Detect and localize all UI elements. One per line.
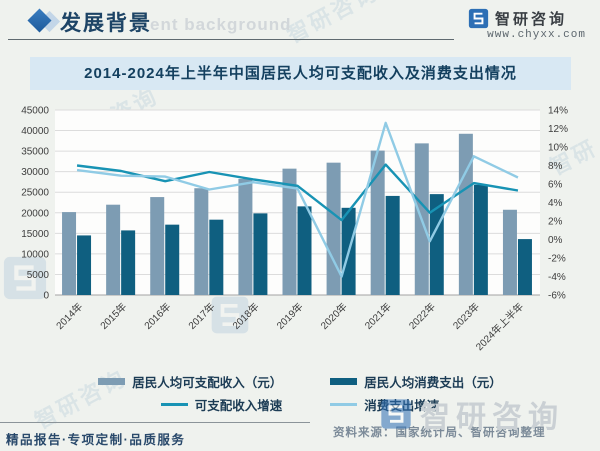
right-axis-tick-label: 12% xyxy=(548,124,568,135)
line-income-growth xyxy=(76,163,519,222)
bar-consumption-expenditure xyxy=(209,219,224,295)
bar-disposable-income xyxy=(502,209,517,295)
left-axis-tick-label: 15000 xyxy=(21,229,49,240)
website-url: www.chyxx.com xyxy=(487,29,586,41)
bar-consumption-expenditure xyxy=(77,235,92,295)
header-divider xyxy=(8,39,454,40)
bar-disposable-income xyxy=(106,204,121,295)
bar-disposable-income xyxy=(238,178,253,295)
legend-item: 居民人均消费支出（元） xyxy=(330,372,502,391)
right-axis-tick-label: 6% xyxy=(548,180,563,191)
footer-tagline: 精品报告·专项定制·品质服务 xyxy=(6,433,186,447)
line-expenditure-growth xyxy=(76,121,519,278)
right-axis-tick-label: 0% xyxy=(548,235,563,246)
bar-disposable-income xyxy=(326,162,341,295)
right-axis-tick-label: -4% xyxy=(548,272,566,283)
x-axis-label: 2021年 xyxy=(362,300,394,332)
bar-disposable-income xyxy=(458,133,473,295)
bar-disposable-income xyxy=(150,197,165,295)
watermark-text: 智研咨询 xyxy=(282,0,383,48)
right-axis-tick-label: 14% xyxy=(548,106,568,117)
legend-label: 居民人均消费支出（元） xyxy=(364,376,502,390)
brand-block: 智研咨询 xyxy=(468,8,567,29)
left-axis-tick-label: 40000 xyxy=(21,126,49,137)
bar-disposable-income xyxy=(370,150,385,295)
right-axis-tick-label: 8% xyxy=(548,161,563,172)
chart-svg: 45000 40000 35000 30000 25000 20000 15000 10000… xyxy=(21,106,568,354)
right-axis-tick-label: 10% xyxy=(548,143,568,154)
legend-label: 可支配收入增速 xyxy=(194,399,283,413)
x-axis-label: 2024年上半年 xyxy=(473,300,526,353)
left-axis-tick-label: 20000 xyxy=(21,208,49,219)
x-axis-label: 2014年 xyxy=(53,300,85,332)
bar-consumption-expenditure xyxy=(517,239,532,295)
left-axis-tick-label: 25000 xyxy=(21,188,49,199)
x-axis-label: 2022年 xyxy=(406,300,438,332)
x-axis-label: 2023年 xyxy=(450,300,482,332)
bar-consumption-expenditure xyxy=(473,184,488,295)
legend-row: 居民人均可支配收入（元） 居民人均消费支出（元） xyxy=(98,372,502,391)
chart-title: 2014-2024年上半年中国居民人均可支配收入及消费支出情况 xyxy=(30,57,571,90)
left-axis-tick-label: 10000 xyxy=(21,249,49,260)
x-axis-label: 2015年 xyxy=(97,300,129,332)
right-axis-tick-label: -6% xyxy=(548,291,566,302)
legend-line-swatch xyxy=(330,403,358,406)
section-title: 发展背景 xyxy=(60,12,152,35)
header-watermark-text: ent background xyxy=(150,15,292,34)
legend-line-swatch xyxy=(160,403,188,406)
footer-watermark-brand: 智研咨询 xyxy=(420,401,564,434)
left-axis-tick-label: 5000 xyxy=(27,270,50,281)
x-axis-label: 2020年 xyxy=(318,300,350,332)
brand-name: 智研咨询 xyxy=(495,11,568,28)
bar-consumption-expenditure xyxy=(385,195,400,295)
bar-consumption-expenditure xyxy=(297,206,312,295)
bar-disposable-income xyxy=(282,168,297,295)
data-source: 资料来源：国家统计局、智研咨询整理 xyxy=(333,427,546,439)
bar-disposable-income xyxy=(194,188,209,295)
left-axis-tick-label: 30000 xyxy=(21,167,49,178)
footer-divider xyxy=(0,422,310,423)
left-axis-tick-label: 0 xyxy=(43,291,49,302)
x-axis-label: 2016年 xyxy=(141,300,173,332)
legend-item: 居民人均可支配收入（元） xyxy=(98,372,282,391)
x-axis-label: 2017年 xyxy=(185,300,217,332)
x-axis-label: 2019年 xyxy=(274,300,306,332)
right-axis-tick-label: -2% xyxy=(548,254,566,265)
footer-watermark: 智研咨询 xyxy=(380,392,564,436)
bar-consumption-expenditure xyxy=(165,224,180,295)
legend-bar-swatch xyxy=(330,378,358,385)
right-axis-tick-label: 2% xyxy=(548,217,563,228)
bar-disposable-income xyxy=(62,212,77,295)
left-axis-tick-label: 35000 xyxy=(21,147,49,158)
legend-label: 居民人均可支配收入（元） xyxy=(132,376,283,390)
legend-item: 可支配收入增速 xyxy=(160,395,283,414)
bar-consumption-expenditure xyxy=(121,230,136,295)
left-axis-tick-label: 45000 xyxy=(21,106,49,117)
brand-logo-icon xyxy=(381,399,411,429)
bar-consumption-expenditure xyxy=(253,213,268,295)
x-axis-label: 2018年 xyxy=(230,300,262,332)
legend-bar-swatch xyxy=(98,378,126,385)
brand-logo-icon xyxy=(468,8,489,29)
right-axis-tick-label: 4% xyxy=(548,198,563,209)
